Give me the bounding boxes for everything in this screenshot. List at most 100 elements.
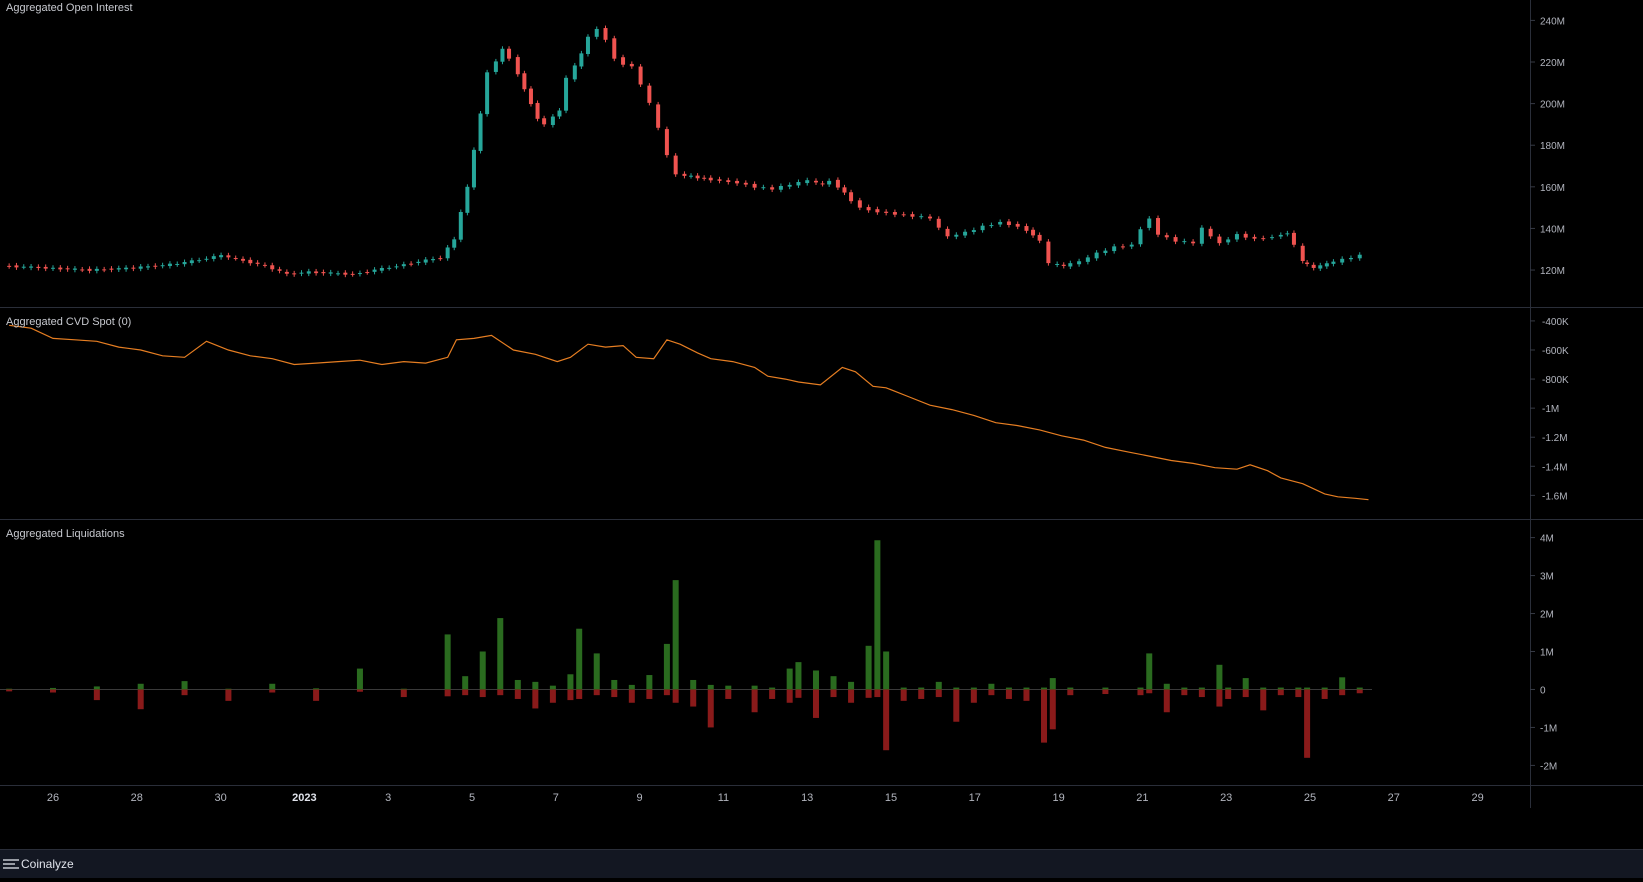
oi-candle-body [248, 259, 253, 264]
liq-short-bar [1102, 689, 1109, 695]
oi-candle-body [971, 230, 976, 233]
liq-short-bar [514, 689, 521, 699]
liq-long-bar [549, 685, 556, 690]
time-tick-label: 17 [969, 792, 981, 804]
liq-short-bar [751, 689, 758, 713]
oi-candle-body [277, 269, 282, 271]
liq-short-bar [1242, 689, 1249, 698]
oi-candle-body [372, 269, 377, 272]
oi-candle-body [365, 272, 370, 274]
oi-candle-body [1300, 245, 1305, 261]
liq-short-bar [1163, 689, 1170, 713]
liq-short-bar [1295, 689, 1302, 698]
time-tick-label: 13 [801, 792, 813, 804]
liq-long-bar [532, 681, 539, 690]
oi-candle-body [875, 209, 880, 213]
oi-candle-body [835, 179, 840, 188]
oi-candle-body [328, 272, 333, 274]
oi-candle-body [211, 256, 216, 259]
cvd-tick-label: -800K [1542, 375, 1569, 386]
oi-candle-body [306, 271, 311, 274]
liq-short-bar [1216, 689, 1223, 707]
oi-candle-body [954, 234, 959, 237]
liq-long-bar [1277, 687, 1284, 690]
liquidations-title: Aggregated Liquidations [6, 528, 125, 540]
brand-link[interactable]: Coinalyze [3, 857, 74, 871]
liq-short-bar [611, 689, 618, 698]
liq-long-bar [269, 683, 276, 690]
oi-candle-body [51, 267, 55, 269]
oi-candle-body [702, 177, 707, 179]
liq-short-bar [883, 689, 890, 751]
oi-candle-body [500, 48, 505, 62]
liq-long-bar [462, 676, 469, 690]
liq-short-bar [874, 689, 881, 698]
oi-candle-body [1077, 261, 1082, 265]
liq-short-bar [1339, 689, 1346, 696]
liq-short-bar [935, 689, 942, 698]
time-tick-label: 28 [131, 792, 143, 804]
oi-candle-body [849, 192, 854, 202]
liq-long-bar [935, 681, 942, 690]
oi-candle-body [1164, 235, 1169, 238]
oi-candle-body [1103, 250, 1108, 254]
oi-candle-body [603, 28, 608, 40]
oi-candle-body [65, 268, 70, 270]
liq-long-bar [1295, 687, 1302, 690]
oi-candle-body [1324, 263, 1329, 267]
oi-candle-body [262, 264, 267, 266]
oi-candle-body [564, 77, 569, 111]
oi-candle-body [343, 272, 348, 275]
oi-candle-body [1199, 227, 1204, 244]
liq-tick-label: 3M [1540, 572, 1554, 583]
oi-tick-label: 140M [1540, 224, 1565, 235]
liq-short-bar [93, 689, 100, 701]
liq-long-bar [1321, 687, 1328, 690]
liq-short-bar [181, 689, 188, 696]
liq-short-bar [672, 689, 679, 703]
oi-candle-body [182, 262, 187, 265]
oi-candle-body [43, 266, 48, 269]
liq-long-bar [576, 628, 583, 690]
time-tick-label: 25 [1304, 792, 1316, 804]
oi-candle-body [102, 269, 107, 271]
liq-short-bar [497, 689, 504, 696]
footer-bar [0, 849, 1643, 878]
time-tick-label: 19 [1052, 792, 1064, 804]
liq-short-bar [6, 689, 13, 692]
liq-short-bar [356, 689, 363, 692]
menu-lines-icon [3, 859, 19, 869]
brand-name: Coinalyze [21, 857, 74, 871]
liq-long-bar [1356, 687, 1363, 690]
liq-short-bar [725, 689, 732, 699]
cvd-tick-label: -1.4M [1542, 462, 1568, 473]
liq-tick-label: 1M [1540, 648, 1554, 659]
liq-long-bar [514, 679, 521, 690]
liq-long-bar [400, 688, 407, 690]
liq-long-bar [1339, 677, 1346, 690]
oi-candle-body [735, 180, 740, 184]
liq-long-bar [848, 681, 855, 690]
liq-short-bar [1321, 689, 1328, 699]
time-tick-label: 7 [553, 792, 559, 804]
oi-candle-body [1147, 218, 1152, 228]
liq-long-bar [1137, 687, 1144, 690]
liq-long-bar [1181, 687, 1188, 690]
liq-long-bar [786, 668, 793, 690]
oi-candle-body [1226, 239, 1231, 243]
liq-tick-label: 4M [1540, 534, 1554, 545]
oi-candle-body [87, 268, 92, 271]
time-tick-label: 23 [1220, 792, 1232, 804]
oi-candle-body [124, 267, 129, 270]
oi-candle-body [233, 258, 238, 260]
cvd-series-line [9, 324, 1369, 501]
liq-long-bar [50, 687, 56, 690]
oi-candle-body [787, 184, 792, 187]
oi-candle-body [14, 265, 19, 268]
oi-candle-body [36, 266, 41, 269]
oi-candle-body [1120, 246, 1125, 248]
oi-candle-body [656, 104, 661, 128]
oi-candle-body [1006, 221, 1011, 225]
oi-candle-body [409, 263, 414, 265]
